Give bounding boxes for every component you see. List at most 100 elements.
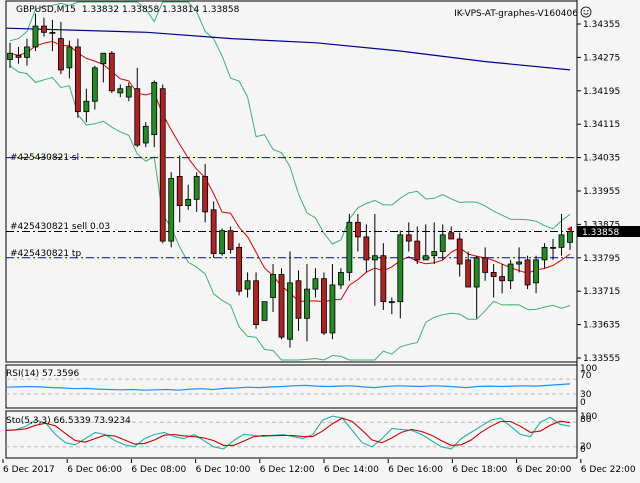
candle [270,264,276,313]
rsi-level-label: 30 [580,390,592,400]
candle [253,272,259,329]
current-price-tag: 1.33858 [577,226,640,238]
price-tick-label: 1.34355 [583,20,620,30]
stochastic-level-label: 0 [580,445,586,455]
candle [567,231,573,250]
candle [414,226,421,265]
rsi-label: RSI(14) 57.3596 [6,369,79,379]
candle [168,172,175,248]
candle [261,301,268,321]
candle [439,224,446,260]
candle [142,122,149,148]
time-tick-label: 6 Dec 06:00 [67,465,122,475]
candle [278,268,285,340]
candle [287,251,293,348]
candle [32,13,39,52]
candle [134,67,141,148]
candle [176,155,183,223]
sell-arrow-icon [567,226,572,232]
price-tick-label: 1.34195 [583,87,620,97]
stochastic-signal-line [5,417,571,446]
price-tick-label: 1.33635 [583,321,620,331]
symbol-title: GBPUSD,M15 1.33832 1.33858 1.33814 1.3385… [16,5,240,15]
candle [100,52,107,83]
time-tick-label: 6 Dec 12:00 [260,465,315,475]
candle [219,228,226,256]
time-tick-label: 6 Dec 22:00 [581,465,636,475]
candle [24,38,30,66]
candle [524,255,531,290]
entry-line-label: #425430821 sell 0.03 [10,222,110,232]
time-tick-label: 6 Dec 20:00 [517,465,572,475]
candle [83,88,90,123]
rsi-level-label: 70 [580,371,592,381]
candle [448,226,455,240]
candle [371,213,378,306]
candle [533,255,539,294]
candle [185,184,192,210]
price-axis[interactable]: 1.34355 1.34275 1.34195 1.34115 1.34035 1.339… [576,0,620,455]
candle [151,80,158,148]
time-axis: 6 Dec 2017 6 Dec 06:00 6 Dec 08:00 6 Dec 10… [2,459,636,475]
slow-moving-average-line [5,27,571,71]
price-tick-label: 1.33955 [583,187,620,197]
candle [482,247,489,281]
price-tick-label: 1.34115 [583,120,620,130]
tp-line-label: #425430821 tp [10,249,81,259]
candle [338,268,344,290]
rsi-line [5,383,571,391]
candle [507,259,514,290]
candle [295,270,302,331]
candle [210,201,217,258]
rsi-level-label: 100 [580,364,597,374]
rsi-level-label: 0 [580,398,586,408]
smiley-icon[interactable] [580,6,592,18]
candle [397,230,404,319]
candle [74,38,81,118]
candle [236,243,242,296]
candle [465,251,472,288]
candle [405,222,412,252]
candle [473,255,480,319]
candle [159,84,166,244]
sl-line-label: #425430821 sl [10,153,79,163]
candle [49,19,56,52]
time-tick-label: 6 Dec 10:00 [196,465,251,475]
candle [388,297,395,315]
time-tick-label: 6 Dec 08:00 [131,465,186,475]
candle [244,272,251,298]
candle [431,222,438,265]
upper-band-line [9,1,571,245]
time-tick-label: 6 Dec 16:00 [388,465,443,475]
time-tick-label: 6 Dec 18:00 [452,465,507,475]
candle [125,82,132,102]
price-panel[interactable] [5,0,578,363]
candle [202,163,209,223]
stochastic-level-label: 80 [580,415,592,425]
price-tick-label: 1.34275 [583,53,620,63]
candle [321,272,327,336]
candle [456,232,463,277]
candle [7,42,13,68]
stochastic-level-label: 100 [580,412,597,422]
candle [15,46,22,64]
lower-band-line [9,65,571,361]
candle [363,224,370,273]
price-tick-label: 1.33715 [583,287,620,297]
candle [354,213,361,252]
stochastic-level-label: 20 [580,442,592,452]
candle [58,21,64,75]
candle [541,243,548,269]
candle [329,264,336,340]
candle [304,264,310,342]
candle [499,264,506,294]
candle [490,264,497,298]
candle [91,65,98,110]
expert-name: IK-VPS-AT-graphes-V160406 [454,9,578,19]
candle [193,172,200,212]
candle [346,213,353,281]
candle [550,239,556,260]
candle [558,213,565,256]
